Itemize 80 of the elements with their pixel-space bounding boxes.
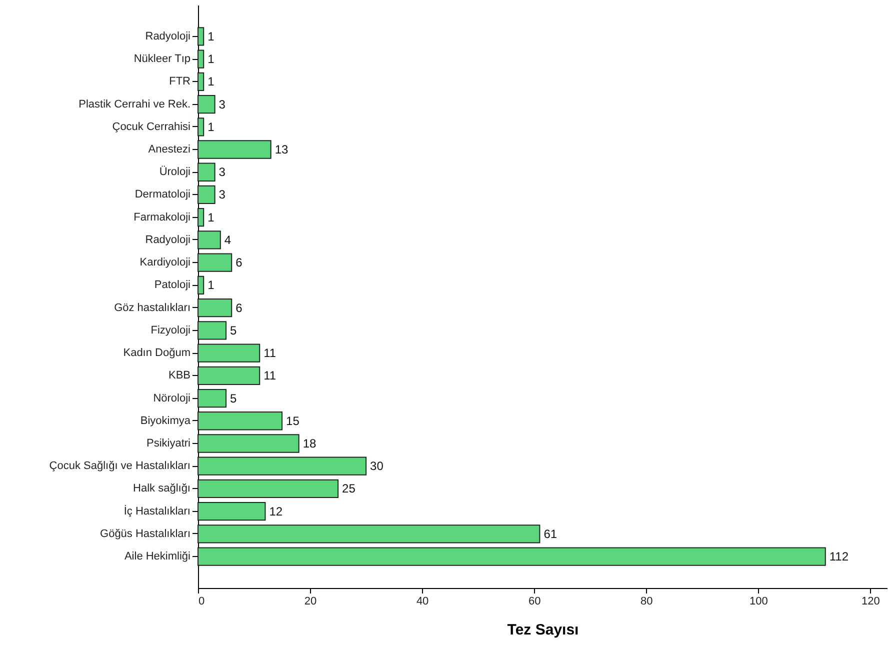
data-label: 25 (342, 482, 356, 496)
bar (198, 456, 367, 476)
data-label: 15 (286, 414, 300, 428)
bar (198, 366, 260, 385)
data-label: 3 (218, 165, 226, 180)
y-tick-label: Plastik Cerrahi ve Rek. (78, 98, 190, 110)
y-tick-label: FTR (169, 76, 191, 88)
bar (198, 162, 216, 182)
data-label: 11 (264, 368, 276, 383)
y-tick-label: Göğüs Hastalıkları (100, 528, 190, 540)
y-tick-label: Kadın Doğum (123, 347, 190, 360)
bar (198, 434, 300, 453)
data-label: 3 (218, 97, 226, 112)
x-tick-label: 120 (862, 596, 880, 608)
x-tick-label: 0 (198, 596, 205, 608)
data-label: 1 (208, 210, 215, 224)
y-tick-label: Üroloji (159, 165, 190, 178)
data-label: 61 (544, 526, 558, 541)
x-tick-label: 60 (528, 596, 541, 608)
bar (198, 502, 266, 521)
y-tick-label: Çocuk Cerrahisi (112, 120, 190, 133)
y-tick-label: Göz hastalıkları (114, 302, 190, 314)
y-tick-label: Radyoloji (145, 234, 190, 246)
x-tick-label: 20 (304, 596, 317, 608)
y-tick-label: Psikiyatri (146, 437, 190, 450)
x-tick-label: 40 (416, 596, 429, 608)
bar (198, 298, 232, 318)
bar (198, 208, 204, 227)
data-label: 18 (302, 436, 317, 450)
data-label: 11 (264, 346, 276, 360)
y-tick-label: KBB (168, 370, 190, 382)
data-label: 1 (208, 120, 215, 134)
data-label: 13 (274, 142, 288, 157)
y-tick-label: Halk sağlığı (133, 482, 190, 495)
data-label: 1 (208, 74, 215, 89)
y-tick-label: İç Hastalıkları (124, 504, 190, 518)
x-axis-title: Tez Sayısı (507, 622, 579, 638)
bar (198, 547, 826, 566)
y-tick-label: Patoloji (154, 279, 190, 292)
data-label: 6 (236, 256, 243, 270)
bar (198, 50, 204, 68)
data-label: 1 (208, 29, 215, 44)
y-tick-label: Anestezi (148, 144, 190, 156)
bar (198, 321, 227, 340)
x-tick-label: 100 (749, 596, 768, 608)
bar (198, 253, 232, 272)
y-tick-label: Çocuk Sağlığı ve Hastalıkları (49, 460, 190, 472)
data-label: 5 (230, 323, 238, 338)
bar (198, 118, 204, 136)
y-tick-label: Radyoloji (145, 30, 190, 42)
bar (198, 479, 339, 498)
data-label: 112 (829, 550, 849, 564)
y-tick-label: Farmakoloji (134, 211, 190, 224)
data-label: 3 (218, 188, 226, 202)
data-label: 1 (208, 52, 215, 66)
data-label: 6 (236, 300, 243, 315)
x-tick-label: 80 (640, 596, 653, 608)
data-label: 1 (208, 278, 215, 292)
data-label: 12 (269, 504, 283, 518)
bar (198, 388, 227, 408)
bar (198, 524, 540, 544)
data-label: 5 (230, 391, 238, 406)
bar (198, 27, 204, 46)
y-tick-label: Biyokimya (140, 414, 192, 427)
data-label: 4 (224, 232, 232, 247)
bar (198, 185, 216, 204)
bar (198, 140, 272, 159)
y-tick-label: Fizyoloji (150, 324, 190, 336)
y-tick-label: Dermatoloji (134, 188, 190, 201)
y-tick-label: Aile Hekimliği (124, 550, 190, 563)
bar (198, 344, 260, 362)
bar (198, 412, 283, 430)
bar (198, 94, 216, 114)
data-label: 30 (370, 459, 384, 474)
bar (198, 230, 221, 250)
y-tick-label: Nöroloji (153, 392, 190, 404)
y-tick-label: Kardiyoloji (140, 256, 190, 269)
bar (198, 276, 204, 295)
bar (198, 72, 204, 91)
y-tick-label: Nükleer Tıp (134, 53, 190, 66)
